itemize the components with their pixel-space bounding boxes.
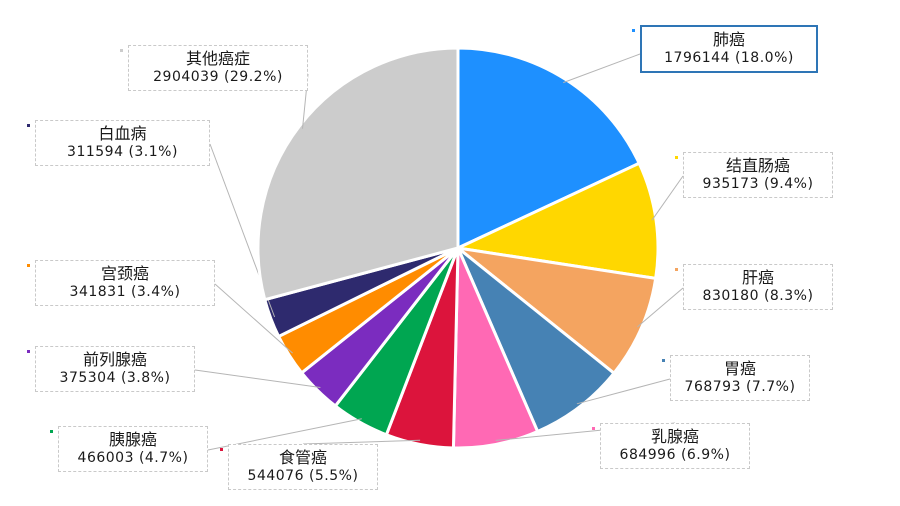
data-label-name-8: 宫颈癌 [100, 264, 149, 283]
label-marker-10 [120, 49, 123, 52]
data-label-value-10: 2904039 (29.2%) [153, 69, 283, 85]
data-label-0: 肺癌 1796144 (18.0%) [640, 25, 818, 73]
pie-slice-1 [452, 161, 660, 281]
label-marker-9 [27, 124, 30, 127]
data-label-value-8: 341831 (3.4%) [69, 284, 181, 300]
data-label-7: 前列腺癌 375304 (3.8%) [35, 346, 195, 392]
data-label-10: 其他癌症 2904039 (29.2%) [128, 45, 308, 91]
label-marker-4 [592, 427, 595, 430]
data-label-4: 乳腺癌 684996 (6.9%) [600, 423, 750, 469]
data-label-8: 宫颈癌 341831 (3.4%) [35, 260, 215, 306]
data-label-name-2: 肝癌 [741, 268, 774, 287]
label-marker-8 [27, 264, 30, 267]
label-marker-0 [632, 29, 635, 32]
data-label-value-0: 1796144 (18.0%) [664, 50, 794, 66]
data-label-3: 胃癌 768793 (7.7%) [670, 355, 810, 401]
data-label-value-6: 466003 (4.7%) [77, 450, 189, 466]
leader-line-7 [194, 369, 321, 388]
label-marker-7 [27, 350, 30, 353]
data-label-name-1: 结直肠癌 [725, 156, 790, 175]
data-label-name-0: 肺癌 [712, 30, 745, 49]
data-label-name-10: 其他癌症 [185, 49, 250, 68]
pie-slice-2 [452, 245, 658, 376]
data-label-name-6: 胰腺癌 [108, 430, 157, 449]
data-label-6: 胰腺癌 466003 (4.7%) [58, 426, 208, 472]
label-marker-3 [662, 359, 665, 362]
data-label-value-4: 684996 (6.9%) [619, 447, 731, 463]
label-marker-5 [220, 448, 223, 451]
data-label-name-9: 白血病 [98, 124, 147, 143]
data-label-value-7: 375304 (3.8%) [59, 370, 171, 386]
leader-line-5 [302, 439, 421, 445]
data-label-5: 食管癌 544076 (5.5%) [228, 444, 378, 490]
data-label-name-5: 食管癌 [278, 448, 327, 467]
label-marker-6 [50, 430, 53, 433]
pie-slice-10 [256, 46, 460, 302]
data-label-1: 结直肠癌 935173 (9.4%) [683, 152, 833, 198]
data-label-name-4: 乳腺癌 [650, 427, 699, 446]
data-label-value-9: 311594 (3.1%) [67, 144, 178, 160]
data-label-value-2: 830180 (8.3%) [702, 288, 814, 304]
data-label-name-7: 前列腺癌 [82, 350, 147, 369]
leader-line-2 [637, 287, 684, 328]
data-label-name-3: 胃癌 [723, 359, 756, 378]
leader-line-1 [651, 175, 684, 221]
data-label-value-3: 768793 (7.7%) [684, 379, 796, 395]
data-label-9: 白血病 311594 (3.1%) [35, 120, 210, 166]
leader-line-0 [563, 53, 641, 84]
data-label-value-5: 544076 (5.5%) [247, 468, 359, 484]
pie-slice-3 [456, 246, 617, 434]
pie-slice-0 [456, 46, 642, 251]
label-marker-2 [675, 268, 678, 271]
data-label-2: 肝癌 830180 (8.3%) [683, 264, 833, 310]
leader-line-3 [576, 378, 671, 405]
label-marker-1 [675, 156, 678, 159]
data-label-value-1: 935173 (9.4%) [702, 176, 814, 192]
leader-line-8 [214, 283, 293, 354]
